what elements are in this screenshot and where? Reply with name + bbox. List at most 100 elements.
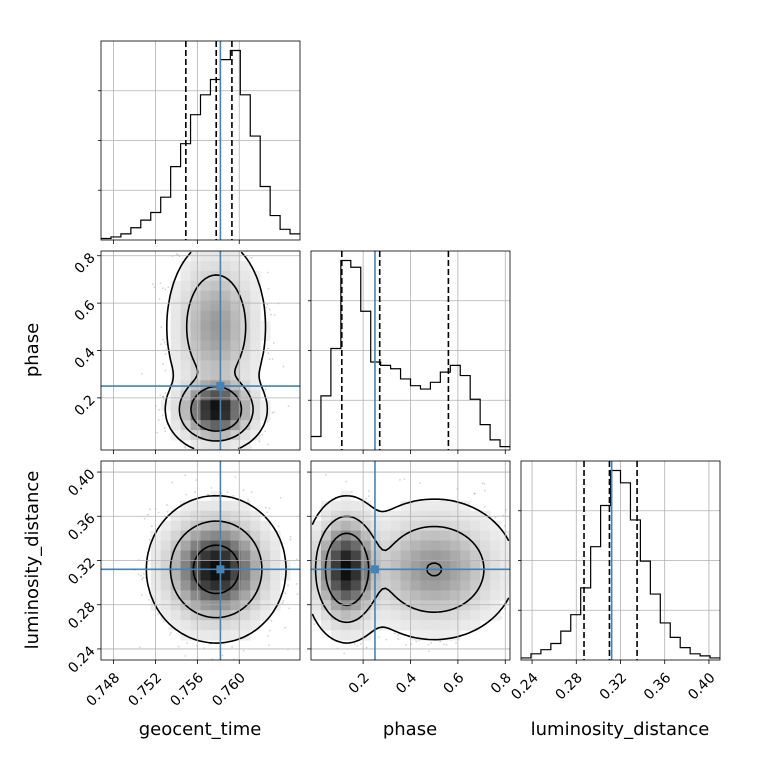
sample-point [143, 517, 146, 520]
density-cell [220, 600, 231, 611]
histogram-bin [680, 648, 690, 660]
histogram-bin [591, 547, 601, 660]
density-cell [190, 620, 201, 631]
histogram-bin [670, 637, 680, 660]
density-cell [460, 600, 471, 611]
density-cell [330, 550, 342, 561]
density-cell [340, 590, 352, 601]
histogram-bin [151, 212, 161, 240]
density-cell [440, 540, 451, 551]
sample-point [282, 600, 285, 602]
density-cell [200, 440, 211, 450]
density-cell [350, 520, 362, 532]
density-cell [410, 530, 421, 541]
panel-geocent_time-vs-luminosity_distance: 0.748 0.752 0.756 0.760 0.24 0.28 0.32 0.36 0.40 [65, 460, 301, 710]
x-tick-label: 0.32 [597, 670, 630, 703]
density-cell [430, 530, 441, 541]
density-cell [260, 560, 271, 571]
density-cell [380, 570, 391, 581]
density-cell [390, 540, 401, 551]
y-tick-label: 0.4 [72, 345, 99, 372]
density-cell [250, 290, 261, 302]
density-cell [420, 560, 431, 571]
sample-point [152, 283, 154, 286]
density-cell [350, 610, 362, 621]
density-cell [260, 400, 271, 411]
density-cell [410, 540, 421, 551]
density-cell [160, 560, 172, 571]
density-cell [180, 400, 191, 411]
density-cell [200, 370, 211, 381]
density-cell [200, 530, 211, 541]
sample-point [162, 620, 165, 623]
histogram-bin [490, 440, 500, 450]
density-cell [180, 390, 191, 401]
density-cell [230, 610, 241, 621]
density-cell [170, 400, 181, 411]
density-cell [350, 540, 362, 551]
density-cell [240, 290, 251, 302]
density-cell [330, 630, 342, 641]
density-cell [360, 570, 372, 581]
density-cell [220, 560, 231, 571]
density-cell [440, 610, 451, 621]
density-cell [250, 400, 261, 411]
sample-point [246, 241, 248, 243]
panel-geocent_time-histogram [98, 40, 301, 244]
density-cell [220, 570, 231, 581]
sample-point [365, 646, 368, 649]
sample-point [161, 338, 164, 341]
density-cell [170, 550, 181, 561]
sample-point [483, 489, 486, 492]
density-cell [370, 550, 382, 561]
density-cell [250, 570, 261, 581]
sample-point [428, 650, 430, 653]
density-cell [350, 630, 362, 641]
density-cell [470, 550, 481, 561]
density-cell [250, 280, 261, 292]
density-cell [210, 550, 221, 561]
density-cell [250, 350, 261, 361]
density-cell [360, 590, 372, 601]
sample-point [266, 511, 269, 514]
density-cell [190, 320, 201, 331]
sample-point [353, 643, 356, 645]
density-cell [200, 330, 211, 341]
sample-point [158, 298, 161, 300]
sample-point [302, 581, 304, 583]
density-cell [200, 360, 211, 371]
sample-point [264, 430, 267, 433]
density-cell [430, 620, 441, 631]
density-cell [190, 280, 201, 292]
y-tick-label: 0.6 [72, 297, 99, 324]
sample-point [210, 487, 213, 489]
density-cell [190, 550, 201, 561]
x-tick-label: 0.2 [346, 670, 373, 697]
sample-point [184, 655, 187, 657]
density-cell [450, 530, 461, 541]
density-cell [240, 280, 251, 292]
sample-point [184, 244, 186, 246]
sample-point [427, 643, 430, 646]
density-cell [430, 540, 441, 551]
sample-point [256, 247, 258, 249]
density-cell [220, 310, 231, 322]
sample-point [265, 306, 268, 309]
density-cell [320, 600, 332, 611]
density-cell [360, 620, 372, 631]
density-cell [190, 540, 201, 551]
density-cell [210, 260, 221, 272]
density-cell [340, 610, 352, 621]
density-cell [480, 600, 491, 611]
density-cell [340, 550, 352, 561]
sample-point [141, 578, 143, 581]
density-cell [330, 520, 342, 532]
sample-point [304, 590, 306, 592]
density-cell [210, 530, 221, 541]
density-cell [200, 590, 211, 601]
density-cell [170, 560, 181, 571]
sample-point [385, 638, 388, 641]
density-cell [180, 260, 191, 272]
sample-point [164, 430, 167, 433]
density-cell [260, 530, 271, 541]
